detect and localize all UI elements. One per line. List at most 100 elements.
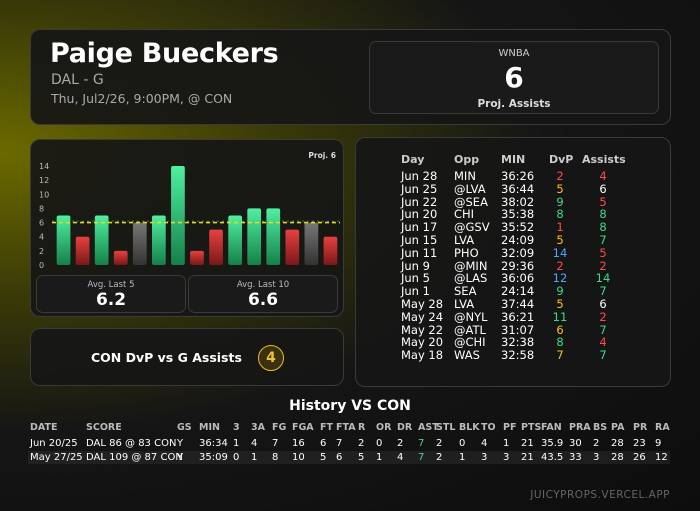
history-header-bs: BS <box>593 422 608 433</box>
footer-site: JUICYPROPS.VERCEL.APP <box>530 489 670 501</box>
history-header-fta: FTA <box>336 422 356 433</box>
history-cell: 28 <box>611 438 624 449</box>
y-tick-label: 4 <box>39 233 44 242</box>
projection-box: WNBA 6 Proj. Assists <box>369 41 659 114</box>
log-row: Jun 11 PHO 32:09 14 5 <box>356 245 672 260</box>
history-cell: 12 <box>655 452 668 463</box>
log-cell-dvp: 8 <box>556 335 564 350</box>
log-row: Jun 20 CHI 35:38 8 8 <box>356 207 672 222</box>
y-tick-label: 2 <box>39 247 44 256</box>
history-cell: 1 <box>503 438 510 449</box>
log-cell-day: Jun 17 <box>401 220 438 235</box>
history-cell: Jun 20/25 <box>30 438 78 449</box>
chart-panel: 0 2 4 6 8 10 12 14 Proj. 6 Avg. Last 5 6.2 Avg. … <box>30 139 344 317</box>
bar <box>247 208 262 265</box>
history-cell: 1 <box>376 452 383 463</box>
bar <box>75 236 90 265</box>
history-header-score: SCORE <box>86 422 122 433</box>
history-cell: Y <box>177 438 184 449</box>
log-cell-opp: PHO <box>454 245 479 260</box>
history-cell: 2 <box>358 438 365 449</box>
history-cell: 2 <box>436 452 443 463</box>
y-tick-label: 10 <box>39 190 49 199</box>
log-row: May 24 @NYL 36:21 11 2 <box>356 309 672 324</box>
history-header-stl: STL <box>436 422 456 433</box>
log-cell-dvp: 1 <box>556 220 564 235</box>
log-row: Jun 25 @LVA 36:44 5 6 <box>356 181 672 196</box>
log-cell-ast: 8 <box>599 220 607 235</box>
history-cell: 5 <box>358 452 365 463</box>
log-cell-day: Jun 11 <box>401 245 438 260</box>
y-tick-label: 0 <box>39 261 44 270</box>
bar <box>132 222 147 265</box>
history-cell: 3 <box>503 452 510 463</box>
log-cell-opp: WAS <box>454 348 480 363</box>
history-header-pra: PRA <box>569 422 591 433</box>
log-cell-dvp: 9 <box>556 284 564 299</box>
log-cell-ast: 14 <box>595 271 611 286</box>
league-label: WNBA <box>498 48 530 59</box>
log-cell-dvp: 14 <box>552 245 568 260</box>
log-cell-min: 35:38 <box>501 207 535 222</box>
log-row: May 20 @CHI 32:38 8 4 <box>356 335 672 350</box>
log-cell-ast: 7 <box>599 284 607 299</box>
history-cell: 1 <box>233 438 240 449</box>
bar <box>323 236 338 265</box>
log-cell-dvp: 11 <box>552 309 568 324</box>
log-cell-ast: 7 <box>599 322 607 337</box>
y-tick-label: 8 <box>39 204 44 213</box>
log-row: Jun 22 @SEA 38:02 9 5 <box>356 194 672 209</box>
log-cell-min: 35:52 <box>501 220 535 235</box>
history-cell: 16 <box>292 438 305 449</box>
log-cell-day: May 24 <box>401 309 444 324</box>
log-cell-opp: @CHI <box>454 335 486 350</box>
log-cell-min: 24:14 <box>501 284 535 299</box>
history-cell: 0 <box>376 438 383 449</box>
history-cell: 1 <box>459 452 466 463</box>
game-log-panel: Day Opp MIN DvP Assists Jun 28 MIN 36:26 2 4 Jun 2… <box>355 137 671 387</box>
history-header-r: R <box>358 422 366 433</box>
y-tick-label: 6 <box>39 219 44 228</box>
log-header-dvp: DvP <box>549 153 574 166</box>
history-header-pr: PR <box>633 422 648 433</box>
log-cell-day: May 22 <box>401 322 444 337</box>
history-header-ra: RA <box>655 422 670 433</box>
log-cell-dvp: 5 <box>556 181 564 196</box>
log-cell-min: 37:44 <box>501 297 535 311</box>
history-cell: 10 <box>292 452 305 463</box>
projection-label: Proj. 6 <box>308 151 336 160</box>
history-header-pts: PTS <box>521 422 542 433</box>
log-cell-day: May 18 <box>401 348 444 363</box>
log-cell-dvp: 12 <box>552 271 568 286</box>
bar <box>56 215 71 265</box>
history-cell: 35.9 <box>541 438 564 449</box>
history-cell: 26 <box>633 452 646 463</box>
history-cell: 6 <box>320 438 327 449</box>
log-cell-dvp: 5 <box>556 297 564 311</box>
log-cell-opp: @ATL <box>454 322 486 337</box>
log-cell-ast: 6 <box>599 181 607 196</box>
history-cell: 6 <box>336 452 343 463</box>
y-tick-label: 12 <box>39 176 49 185</box>
log-cell-day: May 28 <box>401 297 444 311</box>
history-cell: 9 <box>655 438 662 449</box>
log-row: Jun 5 @LAS 36:06 12 14 <box>356 271 672 286</box>
history-header-3: 3 <box>233 422 240 433</box>
bar <box>190 250 204 265</box>
log-cell-opp: LVA <box>454 297 475 311</box>
history-header-to: TO <box>481 422 496 433</box>
log-cell-min: 38:02 <box>501 194 535 209</box>
history-cell: 35:09 <box>199 452 228 463</box>
history-cell: 5 <box>320 452 327 463</box>
log-cell-opp: @LVA <box>454 181 486 196</box>
history-cell: 2 <box>397 438 404 449</box>
history-cell: 8 <box>272 452 279 463</box>
log-cell-day: Jun 15 <box>401 233 438 247</box>
history-cell: 3 <box>593 452 600 463</box>
log-header-min: MIN <box>501 153 526 166</box>
log-row: May 22 @ATL 31:07 6 7 <box>356 322 672 337</box>
history-cell: 36:34 <box>199 438 228 449</box>
history-cell: 0 <box>233 452 240 463</box>
dvp-rank-badge: 4 <box>258 345 284 371</box>
history-header-or: OR <box>376 422 392 433</box>
